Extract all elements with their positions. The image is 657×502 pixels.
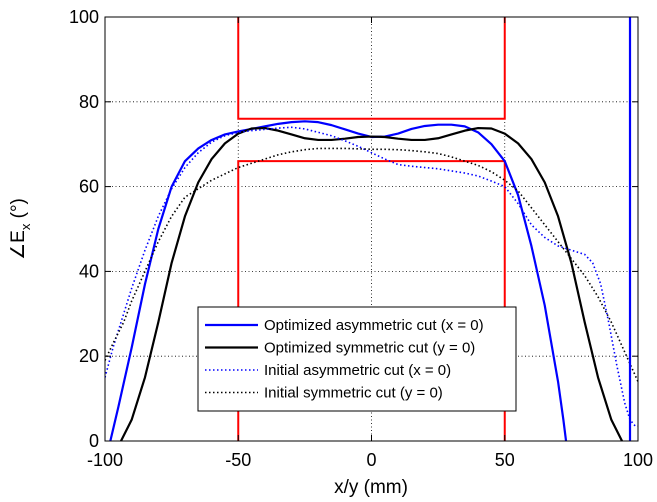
series-lines (105, 17, 638, 441)
y-axis-label-sub: x (18, 223, 33, 230)
y-axis-label-main: ∠E (8, 230, 29, 260)
x-tick-label: 0 (366, 450, 376, 470)
series-line-3 (105, 147, 638, 382)
legend-label: Initial symmetric cut (y = 0) (264, 385, 443, 402)
y-tick-label: 60 (79, 177, 99, 197)
y-tick-label: 40 (79, 261, 99, 281)
y-tick-label: 20 (79, 346, 99, 366)
mask-lines (237, 17, 506, 441)
x-tick-label: 100 (623, 450, 653, 470)
series-line-1 (120, 126, 623, 441)
y-tick-label: 80 (79, 92, 99, 112)
x-tick-label: -50 (225, 450, 251, 470)
legend-label: Initial asymmetric cut (x = 0) (264, 362, 451, 379)
x-tick-label: -100 (87, 450, 123, 470)
legend: Optimized asymmetric cut (x = 0) Optimize… (197, 306, 517, 412)
tick-labels: -100 -50 0 50 100 0 20 40 60 80 100 (69, 7, 653, 470)
y-axis-label-unit: (°) (8, 198, 29, 224)
y-axis-label: ∠Ex (°) (8, 198, 33, 260)
legend-label: Optimized symmetric cut (y = 0) (264, 340, 475, 357)
legend-label: Optimized asymmetric cut (x = 0) (264, 317, 484, 334)
y-tick-label: 100 (69, 7, 99, 27)
x-axis-label: x/y (mm) (334, 477, 408, 498)
mask-line (237, 160, 506, 441)
mask-line (237, 17, 506, 120)
axis-ticks (104, 16, 639, 442)
x-tick-label: 50 (495, 450, 515, 470)
y-tick-label: 0 (89, 431, 99, 451)
series-line-0 (109, 120, 568, 441)
